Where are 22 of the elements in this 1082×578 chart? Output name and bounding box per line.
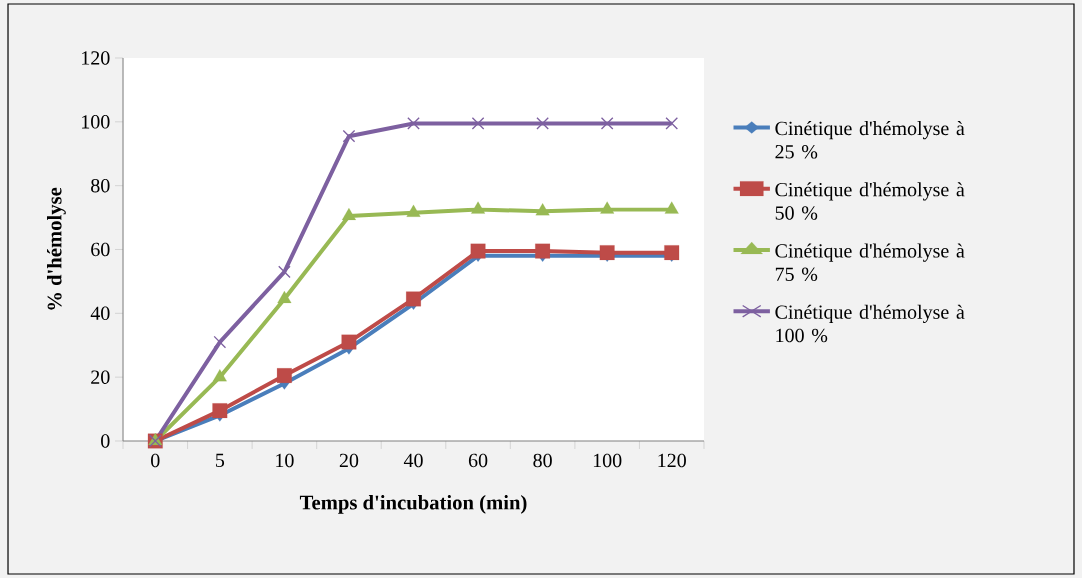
legend-label: Cinétique d'hémolyse à 100 % [775, 304, 965, 343]
y-tick-label: 40 [90, 306, 110, 321]
x-tick-label: 100 [593, 453, 622, 468]
x-tick-label: 120 [658, 453, 686, 468]
y-tick-label: 80 [91, 178, 110, 193]
x-tick-label: 0 [151, 453, 160, 468]
x-tick-label: 5 [216, 453, 225, 467]
legend-label: Cinétique d'hémolyse à 50 % [775, 182, 965, 220]
x-tick-label: 80 [533, 453, 552, 468]
y-tick-label: 100 [82, 115, 110, 129]
y-tick-label: 20 [91, 370, 110, 384]
legend-label: Cinétique d'hémolyse à 75 % [775, 243, 965, 282]
x-tick-label: 60 [468, 453, 488, 468]
x-tick-label: 10 [276, 453, 294, 468]
x-tick-label: 40 [403, 453, 423, 468]
y-tick-label: 60 [91, 242, 110, 257]
y-tick-label: 120 [82, 51, 110, 65]
x-tick-label: 20 [339, 453, 359, 468]
y-axis-title: % d'hémolyse [47, 187, 66, 310]
y-tick-label: 0 [101, 434, 110, 448]
legend-label: Cinétique d'hémolyse à 25 % [775, 121, 965, 159]
x-axis-title: Temps d'incubation (min) [299, 495, 527, 514]
